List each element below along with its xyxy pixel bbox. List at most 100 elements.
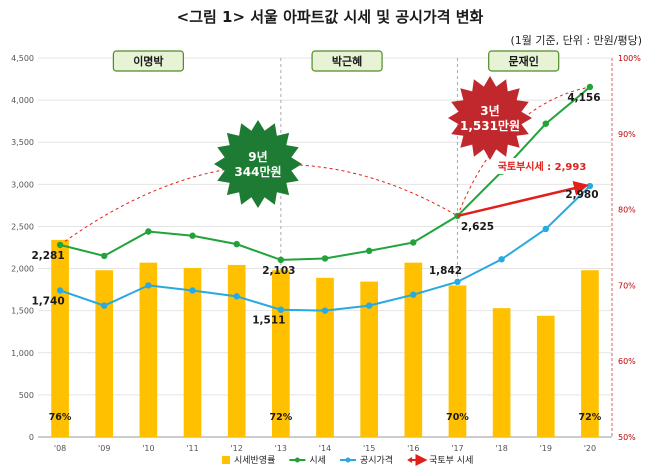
era-label: 문재인 bbox=[509, 54, 539, 68]
legend: 시세반영률 시세 공시가격 국토부 시세 bbox=[222, 454, 473, 466]
legend-label: 공시가격 bbox=[360, 454, 393, 466]
starburst bbox=[448, 76, 532, 160]
legend-label: 시세반영률 bbox=[234, 455, 275, 466]
starburst-label: 9년 bbox=[248, 150, 267, 164]
y-right-tick: 70% bbox=[618, 281, 636, 290]
starburst-label: 1,531만원 bbox=[460, 118, 520, 133]
point-label: 1,740 bbox=[31, 295, 64, 307]
y-left-tick: 2,000 bbox=[11, 265, 34, 274]
bar-labels: 76% 72% 70% 72% bbox=[49, 412, 602, 423]
x-tick: '20 bbox=[584, 444, 596, 453]
data-point bbox=[454, 278, 461, 286]
x-tick: '13 bbox=[275, 444, 287, 453]
y-left-tick: 1,500 bbox=[11, 307, 34, 316]
x-tick: '16 bbox=[407, 444, 419, 453]
left-axis-ticks: 0 500 1,000 1,500 2,000 2,500 3,000 3,500 4,000 4… bbox=[11, 54, 34, 442]
era-label: 박근혜 bbox=[332, 54, 362, 68]
bar-label: 72% bbox=[269, 412, 292, 423]
bar bbox=[316, 277, 334, 437]
bar bbox=[581, 270, 599, 437]
legend-marker bbox=[407, 457, 413, 463]
y-left-tick: 2,500 bbox=[11, 222, 34, 231]
data-point bbox=[586, 83, 594, 91]
data-point bbox=[189, 232, 196, 239]
data-point bbox=[365, 302, 373, 309]
arrow-series bbox=[457, 180, 589, 218]
data-point bbox=[277, 256, 285, 264]
y-left-tick: 3,000 bbox=[11, 180, 34, 189]
x-tick: '12 bbox=[230, 444, 242, 453]
point-label: 1,842 bbox=[429, 265, 462, 277]
data-point bbox=[189, 287, 196, 294]
bar bbox=[139, 262, 158, 437]
y-left-tick: 4,500 bbox=[11, 54, 34, 63]
unit-note: (1월 기준, 단위 : 만원/평당) bbox=[510, 34, 642, 47]
data-point bbox=[101, 302, 108, 309]
y-right-tick: 60% bbox=[618, 357, 636, 366]
data-point bbox=[145, 228, 152, 235]
data-point bbox=[542, 120, 549, 127]
starburst-label: 344만원 bbox=[234, 164, 281, 179]
x-tick: '11 bbox=[186, 444, 198, 453]
data-point bbox=[410, 291, 417, 298]
starburst bbox=[214, 120, 302, 208]
point-label: 2,980 bbox=[565, 189, 598, 201]
data-point bbox=[101, 252, 108, 260]
legend-label: 국토부 시세 bbox=[429, 455, 473, 466]
bar bbox=[272, 270, 290, 437]
legend-swatch bbox=[222, 456, 230, 464]
bar-label: 76% bbox=[49, 412, 72, 423]
x-tick: '19 bbox=[540, 444, 552, 453]
annotation-bg bbox=[492, 158, 592, 174]
bar bbox=[492, 308, 511, 437]
bar bbox=[404, 262, 423, 437]
point-label: 4,156 bbox=[567, 92, 600, 104]
y-right-tick: 50% bbox=[618, 433, 636, 442]
era-box bbox=[311, 50, 383, 72]
data-point bbox=[410, 239, 417, 246]
x-tick: '08 bbox=[54, 444, 66, 453]
x-tick: '15 bbox=[363, 444, 375, 453]
annotation-text: 국토부시세 : 2,993 bbox=[498, 160, 587, 173]
y-right-tick: 80% bbox=[618, 206, 636, 215]
era-box bbox=[112, 50, 184, 72]
era-box bbox=[488, 50, 560, 72]
x-tick: '17 bbox=[451, 444, 463, 453]
point-label: 1,511 bbox=[252, 315, 285, 327]
legend-label: 시세 bbox=[309, 455, 326, 466]
x-tick: '18 bbox=[495, 444, 507, 453]
data-point bbox=[542, 225, 549, 233]
point-labels: 2,281 2,103 2,625 4,156 1,740 1,511 1,842 2,980 bbox=[31, 92, 600, 327]
data-point bbox=[321, 255, 329, 262]
data-point bbox=[233, 240, 240, 248]
y-left-tick: 4,000 bbox=[11, 96, 34, 105]
bar-label: 70% bbox=[446, 412, 469, 423]
x-axis-ticks: '08 '09 '10 '11 '12 '13 '14 '15 '16 '17 '18 '19 '20 bbox=[54, 444, 596, 453]
chart-title: <그림 1> 서울 아파트값 시세 및 공시가격 변화 bbox=[176, 8, 484, 26]
x-tick: '10 bbox=[142, 444, 154, 453]
bar bbox=[183, 267, 202, 437]
legend-marker bbox=[294, 457, 300, 463]
era-bands: 이명박 박근혜 문재인 bbox=[112, 50, 560, 437]
y-left-tick: 3,500 bbox=[11, 138, 34, 147]
y-right-tick: 100% bbox=[618, 54, 641, 63]
legend-marker bbox=[345, 457, 351, 463]
point-label: 2,281 bbox=[31, 250, 64, 262]
data-point bbox=[145, 282, 152, 289]
data-point bbox=[365, 247, 373, 255]
y-right-tick: 90% bbox=[618, 130, 636, 139]
x-tick: '14 bbox=[319, 444, 331, 453]
y-left-tick: 0 bbox=[29, 433, 34, 442]
data-point bbox=[56, 241, 64, 249]
era-label: 이명박 bbox=[133, 54, 163, 68]
bar bbox=[448, 285, 467, 437]
bar bbox=[536, 315, 555, 437]
y-left-tick: 1,000 bbox=[11, 349, 34, 358]
data-point bbox=[277, 306, 285, 313]
data-point bbox=[56, 287, 64, 294]
data-point bbox=[321, 307, 329, 314]
point-label: 2,625 bbox=[461, 221, 494, 233]
data-point bbox=[498, 256, 505, 263]
